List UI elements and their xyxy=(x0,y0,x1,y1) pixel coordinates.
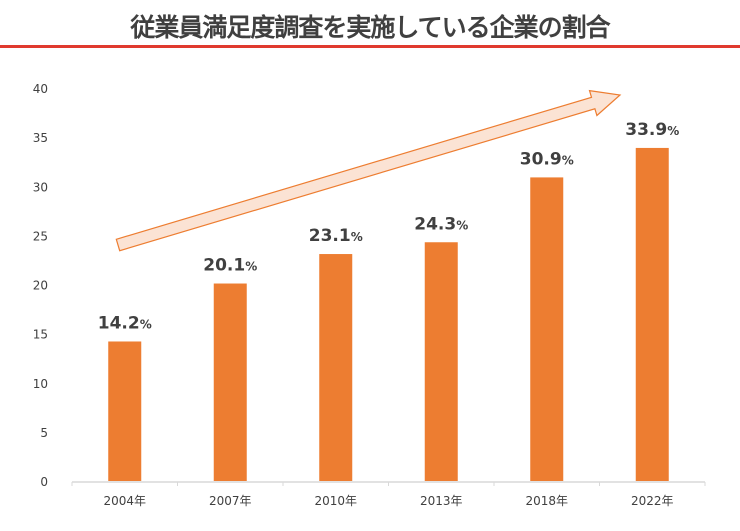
bar-2004年 xyxy=(108,341,142,481)
bar-2013年 xyxy=(424,242,458,481)
y-tick-label: 30 xyxy=(33,180,48,194)
x-tick-label: 2007年 xyxy=(209,494,252,508)
data-label-unit: % xyxy=(245,260,257,274)
x-tick-label: 2013年 xyxy=(420,494,463,508)
data-label: 20.1 xyxy=(203,256,245,276)
bar-2022年 xyxy=(635,147,669,481)
data-label: 14.2 xyxy=(98,313,140,333)
data-label-unit: % xyxy=(351,230,363,244)
y-tick-label: 10 xyxy=(33,377,48,391)
x-tick-label: 2022年 xyxy=(631,494,674,508)
data-label-unit: % xyxy=(562,153,574,167)
chart-title: 従業員満足度調査を実施している企業の割合 xyxy=(130,13,610,42)
data-label-unit: % xyxy=(140,317,152,331)
trend-arrow xyxy=(115,89,622,252)
y-tick-label: 25 xyxy=(33,229,48,243)
y-tick-label: 5 xyxy=(40,426,48,440)
y-tick-label: 40 xyxy=(33,82,48,96)
data-label: 23.1 xyxy=(309,226,351,246)
data-label-unit: % xyxy=(667,124,679,138)
bar-2018年 xyxy=(530,177,564,481)
title-underline xyxy=(0,45,740,48)
bar-2007年 xyxy=(213,283,247,481)
data-label-unit: % xyxy=(456,218,468,232)
data-label: 30.9 xyxy=(520,149,562,169)
x-tick-label: 2004年 xyxy=(103,494,146,508)
y-tick-label: 0 xyxy=(40,475,48,489)
y-tick-label: 15 xyxy=(33,328,48,342)
bar-2010年 xyxy=(319,254,353,481)
x-tick-label: 2010年 xyxy=(314,494,357,508)
y-tick-label: 35 xyxy=(33,131,48,145)
y-tick-label: 20 xyxy=(33,279,48,293)
data-label: 33.9 xyxy=(625,120,667,140)
data-label: 24.3 xyxy=(414,214,456,234)
x-tick-label: 2018年 xyxy=(525,494,568,508)
